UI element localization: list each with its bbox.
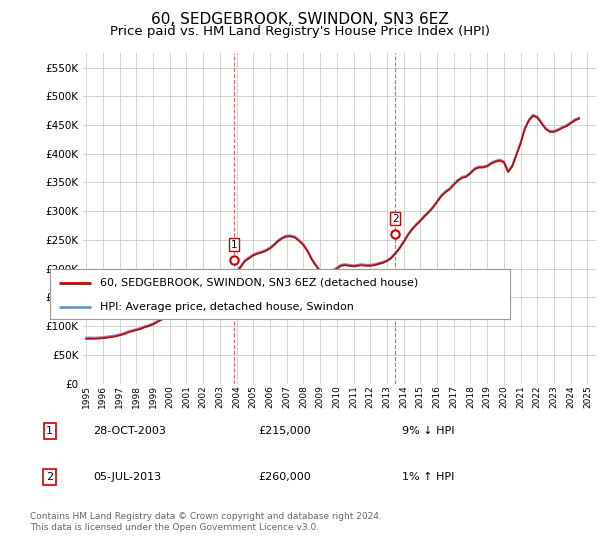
- Text: 60, SEDGEBROOK, SWINDON, SN3 6EZ: 60, SEDGEBROOK, SWINDON, SN3 6EZ: [151, 12, 449, 27]
- Text: HPI: Average price, detached house, Swindon: HPI: Average price, detached house, Swin…: [100, 302, 354, 312]
- Text: £260,000: £260,000: [258, 472, 311, 482]
- Text: 05-JUL-2013: 05-JUL-2013: [93, 472, 161, 482]
- Text: Price paid vs. HM Land Registry's House Price Index (HPI): Price paid vs. HM Land Registry's House …: [110, 25, 490, 38]
- Text: 2: 2: [392, 214, 398, 224]
- Text: 28-OCT-2003: 28-OCT-2003: [93, 426, 166, 436]
- Text: 1: 1: [230, 240, 237, 250]
- Text: 2: 2: [46, 472, 53, 482]
- Text: 1: 1: [46, 426, 53, 436]
- Text: 9% ↓ HPI: 9% ↓ HPI: [402, 426, 455, 436]
- Text: Contains HM Land Registry data © Crown copyright and database right 2024.
This d: Contains HM Land Registry data © Crown c…: [30, 512, 382, 532]
- Text: 60, SEDGEBROOK, SWINDON, SN3 6EZ (detached house): 60, SEDGEBROOK, SWINDON, SN3 6EZ (detach…: [100, 278, 419, 288]
- Text: 1% ↑ HPI: 1% ↑ HPI: [402, 472, 454, 482]
- Text: £215,000: £215,000: [258, 426, 311, 436]
